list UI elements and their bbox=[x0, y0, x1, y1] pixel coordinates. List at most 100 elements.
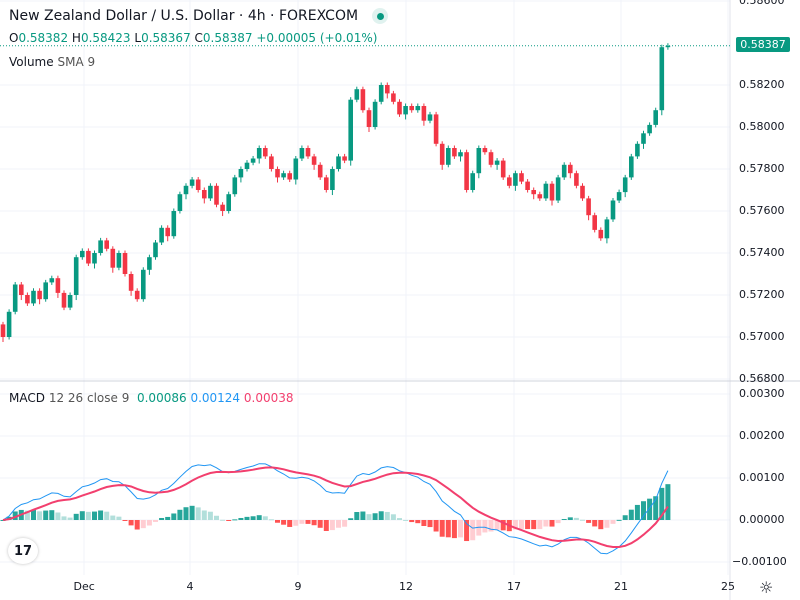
candle-body bbox=[275, 169, 280, 178]
macd-histogram-bar bbox=[0, 520, 6, 521]
market-status-icon[interactable] bbox=[372, 8, 389, 24]
candle-body bbox=[55, 278, 61, 293]
macd-histogram-bar bbox=[73, 513, 79, 520]
macd-histogram-bar bbox=[146, 520, 152, 526]
tradingview-logo[interactable]: 17 bbox=[8, 538, 38, 564]
candle-body bbox=[25, 295, 30, 304]
macd-signal-line bbox=[2, 466, 669, 548]
macd-histogram-bar bbox=[415, 520, 421, 524]
macd-histogram-bar bbox=[238, 517, 244, 520]
close-label: C bbox=[194, 31, 203, 45]
macd-histogram-bar bbox=[12, 511, 18, 520]
macd-histogram-bar bbox=[293, 520, 299, 526]
candle-body bbox=[458, 152, 463, 157]
macd-histogram-bar bbox=[49, 510, 55, 520]
macd-histogram-bar bbox=[659, 487, 665, 520]
candle-body bbox=[37, 290, 42, 300]
candle-body bbox=[561, 164, 567, 178]
candle-body bbox=[482, 148, 488, 153]
macd-tick: 0.00300 bbox=[739, 387, 785, 400]
price-tick: 0.58200 bbox=[739, 78, 785, 91]
macd-histogram-bar bbox=[470, 520, 476, 541]
macd-histogram-bar bbox=[653, 496, 659, 520]
macd-histogram-bar bbox=[531, 520, 537, 530]
macd-histogram-bar bbox=[598, 520, 604, 530]
macd-histogram-bar bbox=[268, 519, 274, 521]
macd-legend[interactable]: MACD 12 26 close 9 0.00086 0.00124 0.000… bbox=[9, 391, 294, 405]
candle-body bbox=[281, 173, 286, 178]
candle-body bbox=[128, 274, 134, 291]
macd-histogram-bar bbox=[561, 518, 567, 520]
macd-histogram-bar bbox=[519, 520, 524, 529]
low-value: 0.58367 bbox=[141, 31, 191, 45]
macd-histogram-bar bbox=[610, 520, 616, 524]
time-tick: 17 bbox=[507, 580, 521, 593]
candle-body bbox=[141, 269, 146, 300]
macd-histogram-bar bbox=[122, 520, 128, 521]
candle-body bbox=[348, 99, 353, 161]
candle-body bbox=[19, 284, 24, 295]
macd-histogram-bar bbox=[458, 520, 463, 538]
candle-body bbox=[592, 215, 597, 230]
time-tick: 21 bbox=[614, 580, 628, 593]
macd-histogram-bar bbox=[275, 520, 280, 523]
close-value: 0.58387 bbox=[202, 31, 253, 45]
macd-histogram-bar bbox=[24, 510, 30, 520]
candle-body bbox=[525, 181, 530, 190]
candle-body bbox=[598, 229, 604, 239]
macd-histogram-bar bbox=[165, 516, 171, 520]
macd-histogram-bar bbox=[329, 520, 335, 531]
macd-label: MACD bbox=[9, 391, 45, 405]
candle-body bbox=[580, 185, 585, 199]
time-tick: 12 bbox=[399, 580, 413, 593]
candle-body bbox=[342, 156, 347, 161]
macd-histogram-bar bbox=[525, 520, 531, 530]
candle-body bbox=[555, 177, 561, 201]
candle-body bbox=[537, 194, 543, 199]
macd-histogram-bar bbox=[512, 520, 518, 530]
candle-body bbox=[433, 114, 439, 144]
candle-body bbox=[439, 143, 445, 165]
time-tick: 9 bbox=[294, 580, 302, 593]
candle-body bbox=[421, 106, 427, 121]
candle-body bbox=[43, 282, 48, 300]
macd-histogram-bar bbox=[128, 520, 134, 526]
candle-body bbox=[0, 324, 6, 337]
candle-body bbox=[629, 156, 634, 178]
price-tick: 0.56800 bbox=[739, 372, 785, 385]
macd-histogram-bar bbox=[494, 520, 500, 530]
price-tick: 0.57800 bbox=[739, 162, 785, 175]
candle-body bbox=[80, 250, 85, 258]
macd-histogram-bar bbox=[134, 520, 140, 530]
candle-body bbox=[147, 257, 152, 270]
macd-histogram-bar bbox=[390, 514, 396, 520]
candle-body bbox=[549, 183, 555, 201]
time-tick: Dec bbox=[73, 580, 95, 593]
macd-histogram-bar bbox=[171, 513, 177, 520]
macd-histogram-bar bbox=[262, 516, 268, 520]
candle-body bbox=[31, 290, 36, 304]
candle-body bbox=[403, 106, 408, 115]
candle-body bbox=[354, 89, 360, 100]
macd-histogram-bar bbox=[256, 515, 262, 520]
macd-histogram-bar bbox=[647, 498, 653, 520]
volume-legend[interactable]: Volume SMA 9 bbox=[9, 55, 95, 69]
candle-body bbox=[6, 311, 12, 337]
macd-histogram-bar bbox=[177, 509, 183, 520]
candle-body bbox=[470, 173, 475, 190]
settings-gear-icon[interactable]: ☼ bbox=[759, 578, 774, 597]
macd-histogram-bar bbox=[573, 517, 579, 520]
price-tick: 0.58000 bbox=[739, 120, 785, 133]
macd-params: 12 26 close 9 bbox=[48, 391, 130, 405]
candle-body bbox=[244, 162, 250, 169]
candle-body bbox=[110, 248, 116, 268]
candle-body bbox=[574, 173, 579, 186]
candle-body bbox=[263, 148, 268, 157]
macd-histogram-bar bbox=[336, 520, 341, 528]
macd-hist-value: 0.00086 bbox=[136, 391, 187, 405]
time-tick: 25 bbox=[721, 580, 735, 593]
candle-body bbox=[385, 85, 390, 94]
macd-histogram-bar bbox=[500, 520, 506, 531]
candle-body bbox=[336, 156, 341, 169]
